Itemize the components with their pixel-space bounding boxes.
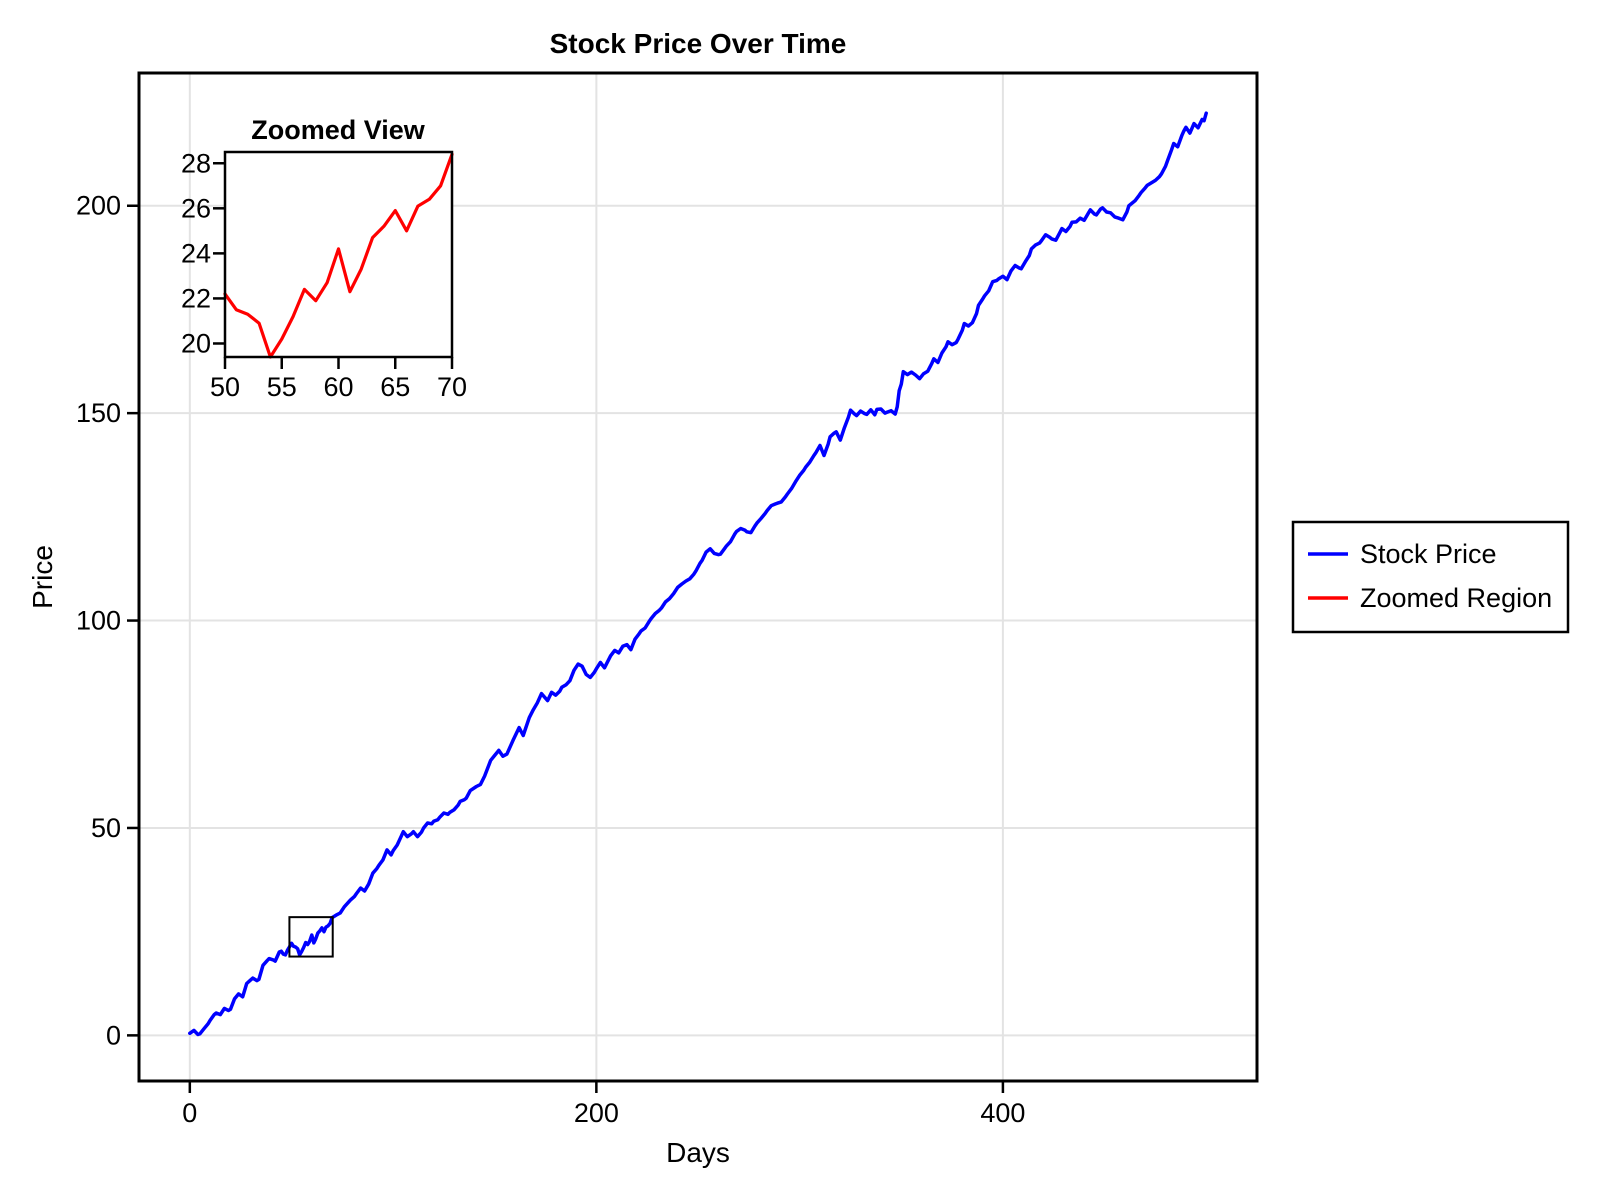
y-tick-label: 150: [76, 398, 121, 428]
inset-title: Zoomed View: [251, 115, 426, 145]
legend-label-stock-price: Stock Price: [1360, 539, 1497, 569]
y-axis-label: Price: [27, 545, 58, 609]
x-tick-label: 65: [380, 372, 410, 402]
legend-label-zoomed-region: Zoomed Region: [1360, 583, 1552, 613]
zoom-region-box: [288, 916, 334, 958]
x-tick-label: 55: [267, 372, 297, 402]
y-tick-label: 100: [76, 606, 121, 636]
y-tick-label: 24: [181, 238, 211, 268]
main-gridlines: [139, 73, 1257, 1081]
y-tick-label: 28: [181, 148, 211, 178]
y-tick-label: 0: [106, 1020, 121, 1050]
main-axis-ticks: [127, 204, 1005, 1093]
chart-title: Stock Price Over Time: [550, 28, 847, 59]
y-tick-label: 50: [91, 813, 121, 843]
x-tick-label: 400: [980, 1098, 1025, 1128]
y-tick-label: 20: [181, 328, 211, 358]
y-tick-label: 26: [181, 193, 211, 223]
main-tick-labels: 0 200 400 0 50 100 150 200: [76, 191, 1026, 1128]
legend: Stock Price Zoomed Region: [1291, 520, 1570, 634]
x-tick-label: 200: [574, 1098, 619, 1128]
inset-plot: 50 55 60 65 70 20 22 24 26 28 Zoomed View: [181, 115, 467, 402]
y-tick-label: 200: [76, 191, 121, 221]
y-tick-label: 22: [181, 283, 211, 313]
x-tick-label: 60: [323, 372, 353, 402]
x-tick-label: 0: [182, 1098, 197, 1128]
zoomed-region-line: [223, 152, 454, 359]
stock-price-line: [188, 111, 1208, 1037]
inset-tick-labels: 50 55 60 65 70 20 22 24 26 28: [181, 148, 467, 402]
x-tick-label: 50: [210, 372, 240, 402]
main-plot-border: [137, 71, 1259, 1083]
legend-box: [1291, 520, 1570, 634]
inset-axis-ticks: [213, 162, 454, 369]
x-axis-label: Days: [666, 1137, 730, 1168]
x-tick-label: 70: [437, 372, 467, 402]
